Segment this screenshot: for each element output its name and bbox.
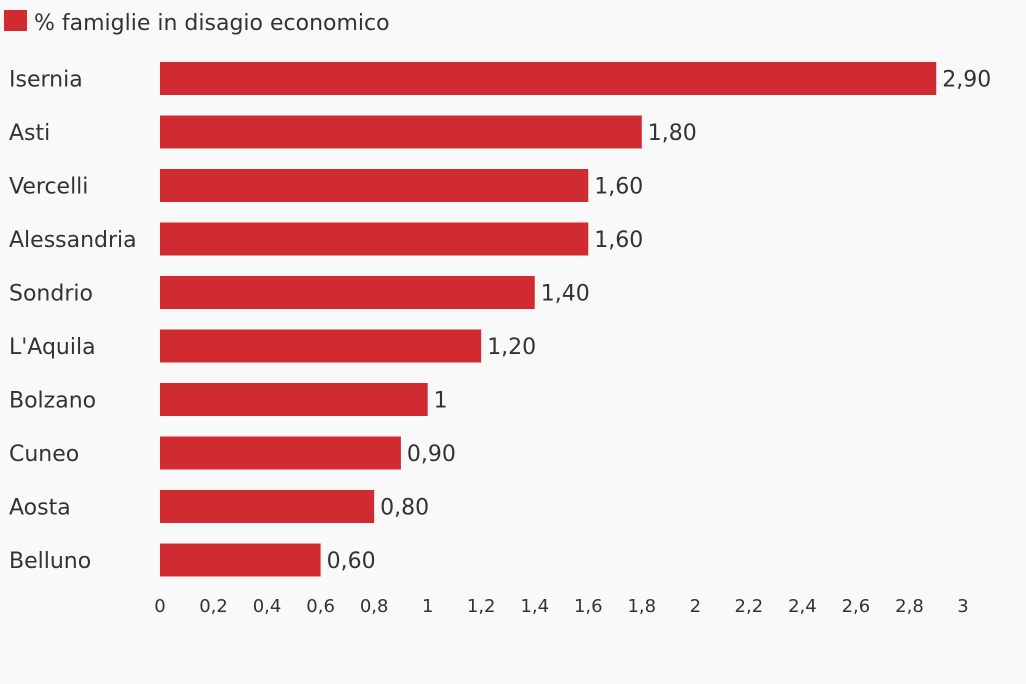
bar	[160, 490, 375, 523]
bar	[160, 329, 482, 363]
category-label: Isernia	[9, 68, 83, 93]
data-label: 1	[434, 389, 448, 414]
x-axis-tick-labels: 0 0,2 0,4 0,6 0,8 1 1,2 1,4 1,6 1,8 2 2,2 2,4 2,6 2,8 3	[154, 596, 968, 617]
value-labels: 2,90 1,80 1,60 1,60 1,40 1,20 1 0,90 0,80 0,60	[327, 68, 992, 575]
category-label: Aosta	[9, 496, 71, 521]
x-tick-label: 2,6	[842, 596, 871, 617]
x-tick-label: 1,8	[627, 596, 656, 617]
bar	[160, 169, 589, 202]
data-label: 2,90	[942, 68, 991, 93]
x-tick-label: 0,4	[253, 596, 282, 617]
x-tick-label: 2,2	[735, 596, 764, 617]
x-tick-label: 1,6	[574, 596, 603, 617]
x-tick-label: 1,4	[520, 596, 549, 617]
data-label: 1,60	[594, 175, 643, 200]
bar	[160, 115, 642, 149]
category-label: Bolzano	[9, 389, 96, 414]
bar	[160, 543, 321, 577]
bar	[160, 62, 937, 95]
data-label: 1,80	[648, 121, 697, 146]
data-label: 1,60	[594, 228, 643, 253]
legend: % famiglie in disagio economico	[4, 10, 390, 36]
category-label: Asti	[9, 121, 50, 146]
x-tick-label: 0,2	[199, 596, 228, 617]
data-label: 1,40	[541, 282, 590, 307]
bars	[160, 62, 937, 577]
bar	[160, 276, 535, 309]
x-tick-label: 2,4	[788, 596, 817, 617]
data-label: 0,90	[407, 442, 456, 467]
bar	[160, 383, 428, 416]
category-label: L'Aquila	[9, 335, 96, 360]
category-label: Sondrio	[9, 282, 93, 307]
category-label: Vercelli	[9, 175, 88, 200]
data-label: 0,60	[327, 549, 376, 574]
x-tick-label: 2,8	[895, 596, 924, 617]
x-tick-label: 2	[690, 596, 701, 617]
x-tick-label: 1,2	[467, 596, 496, 617]
data-label: 0,80	[380, 496, 429, 521]
legend-swatch	[4, 10, 27, 31]
bar	[160, 436, 401, 470]
bar	[160, 222, 589, 256]
x-tick-label: 1	[422, 596, 433, 617]
x-tick-label: 3	[957, 596, 968, 617]
category-label: Cuneo	[9, 442, 79, 467]
category-label: Alessandria	[9, 228, 137, 253]
legend-label: % famiglie in disagio economico	[34, 11, 390, 36]
x-tick-label: 0	[154, 596, 165, 617]
category-labels: Isernia Asti Vercelli Alessandria Sondrio L'A…	[9, 68, 137, 575]
data-label: 1,20	[487, 335, 536, 360]
x-tick-label: 0,6	[306, 596, 335, 617]
category-label: Belluno	[9, 549, 91, 574]
x-tick-label: 0,8	[360, 596, 389, 617]
